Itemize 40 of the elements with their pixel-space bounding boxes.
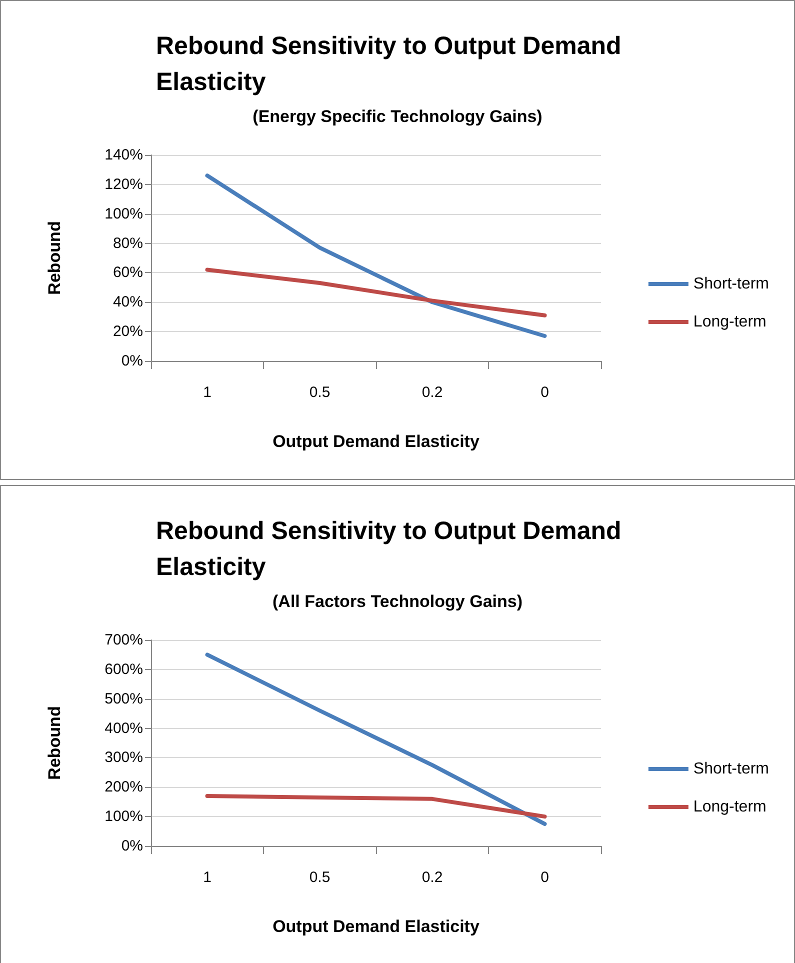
- x-axis-title: Output Demand Elasticity: [272, 917, 480, 936]
- y-tick-label: 700%: [104, 632, 143, 648]
- y-tick-label: 600%: [104, 660, 143, 678]
- y-tick-label: 0%: [121, 838, 143, 854]
- y-tick-label: 120%: [104, 176, 143, 193]
- y-axis-title: Rebound: [45, 706, 64, 780]
- x-tick-label: 0.5: [309, 869, 330, 886]
- y-tick-label: 60%: [112, 264, 143, 282]
- legend-label: Long-term: [693, 798, 766, 816]
- legend-label: Short-term: [693, 760, 770, 778]
- y-tick-label: 300%: [104, 749, 143, 766]
- line-series: [205, 652, 547, 826]
- chart-title: Rebound Sensitivity to Output Demand Elasticity: [156, 517, 628, 581]
- x-tick-label: 0.2: [422, 384, 443, 401]
- x-tick-label: 1: [203, 384, 212, 401]
- legend-label: Long-term: [693, 314, 766, 330]
- y-tick-label: 100%: [104, 808, 143, 826]
- line-series: [205, 268, 547, 318]
- chart-subtitle: (All Factors Technology Gains): [272, 592, 522, 611]
- chart-title: Rebound Sensitivity to Output Demand Elasticity: [156, 32, 628, 96]
- y-tick-label: 140%: [104, 146, 143, 164]
- y-tick-label: 0%: [121, 352, 143, 370]
- x-tick-label: 1: [203, 869, 212, 886]
- y-axis-title: Rebound: [45, 221, 64, 295]
- y-tick-label: 40%: [112, 294, 143, 311]
- y-tick-label: 20%: [112, 323, 143, 340]
- y-tick-label: 80%: [112, 234, 143, 252]
- y-tick-label: 400%: [104, 720, 143, 737]
- x-tick-label: 0: [540, 869, 549, 886]
- y-tick-label: 100%: [104, 205, 143, 222]
- x-tick-label: 0.5: [309, 384, 330, 401]
- line-series: [205, 794, 547, 819]
- line-series: [205, 174, 547, 338]
- x-axis-title: Output Demand Elasticity: [272, 432, 480, 451]
- legend-label: Short-term: [693, 276, 770, 292]
- chart-subtitle: (Energy Specific Technology Gains): [252, 107, 542, 126]
- y-tick-label: 500%: [104, 690, 143, 708]
- y-tick-label: 200%: [104, 778, 143, 796]
- x-tick-label: 0.2: [422, 869, 443, 886]
- x-tick-label: 0: [540, 384, 549, 401]
